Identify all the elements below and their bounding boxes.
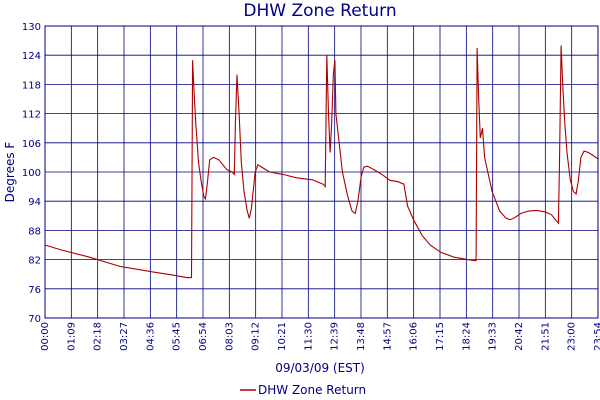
- x-tick-label: 18:24: [461, 322, 472, 351]
- x-tick-label: 04:36: [145, 322, 156, 351]
- grid-lines: [44, 25, 599, 319]
- x-tick-label: 23:00: [567, 322, 578, 351]
- y-tick-label: 118: [22, 80, 41, 91]
- x-tick-label: 01:09: [66, 322, 77, 351]
- x-tick-label: 23:54: [593, 322, 600, 351]
- x-tick-label: 17:15: [435, 322, 446, 351]
- x-tick-label: 09:12: [251, 322, 262, 351]
- y-tick-label: 76: [28, 285, 41, 296]
- plot-frame: [44, 25, 599, 319]
- x-tick-label: 06:54: [198, 322, 209, 351]
- x-tick-label: 10:21: [277, 322, 288, 351]
- legend-entry: DHW Zone Return: [258, 383, 366, 397]
- y-axis-ticks: 130 124 118 112 106 100 94 88 82 76 70: [22, 22, 41, 325]
- y-tick-label: 100: [22, 168, 41, 179]
- x-tick-label: 00:00: [40, 322, 51, 351]
- x-tick-label: 02:18: [93, 322, 104, 351]
- x-tick-label: 13:48: [356, 322, 367, 351]
- x-tick-label: 03:27: [119, 322, 130, 351]
- x-tick-label: 21:51: [540, 322, 551, 351]
- y-axis-label: Degrees F: [3, 142, 17, 203]
- x-tick-label: 08:03: [224, 322, 235, 351]
- y-tick-label: 70: [28, 314, 41, 325]
- x-tick-label: 20:42: [514, 322, 525, 351]
- y-tick-label: 106: [22, 139, 41, 150]
- x-tick-label: 19:33: [488, 322, 499, 351]
- legend: DHW Zone Return: [240, 383, 366, 397]
- y-tick-label: 112: [22, 110, 41, 121]
- y-tick-label: 124: [22, 51, 41, 62]
- y-tick-label: 94: [28, 197, 41, 208]
- series-line-dhw-zone-return: [44, 45, 599, 279]
- x-tick-label: 05:45: [172, 322, 183, 351]
- x-tick-label: 12:39: [330, 322, 341, 351]
- y-tick-label: 88: [28, 226, 41, 237]
- chart-title: DHW Zone Return: [243, 1, 396, 21]
- y-tick-label: 82: [28, 256, 41, 267]
- x-axis-label: 09/03/09 (EST): [275, 361, 365, 375]
- y-tick-label: 130: [22, 22, 41, 33]
- x-tick-label: 11:30: [303, 322, 314, 351]
- x-axis-ticks: 00:00 01:09 02:18 03:27 04:36 05:45 06:54 08:03…: [40, 322, 600, 351]
- x-tick-label: 16:06: [409, 322, 420, 351]
- x-tick-label: 14:57: [382, 322, 393, 351]
